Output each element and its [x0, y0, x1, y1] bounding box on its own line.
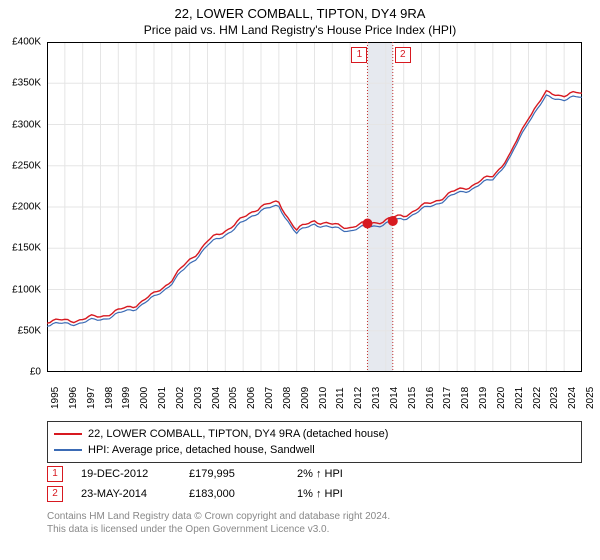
x-tick-label: 2021 — [514, 387, 525, 409]
sale-price: £179,995 — [189, 468, 279, 480]
y-tick-label: £350K — [12, 78, 41, 89]
x-tick-label: 1997 — [86, 387, 97, 409]
x-tick-label: 2018 — [460, 387, 471, 409]
sale-hpi-delta: 1% ↑ HPI — [297, 488, 387, 500]
x-tick-label: 2000 — [139, 387, 150, 409]
x-tick-label: 2001 — [157, 387, 168, 409]
y-tick-label: £400K — [12, 37, 41, 48]
y-axis-ticks: £0£50K£100K£150K£200K£250K£300K£350K£400… — [0, 42, 45, 372]
x-tick-label: 2014 — [389, 387, 400, 409]
x-tick-label: 2009 — [300, 387, 311, 409]
sale-hpi-delta: 2% ↑ HPI — [297, 468, 387, 480]
legend-row-property: 22, LOWER COMBALL, TIPTON, DY4 9RA (deta… — [54, 426, 575, 442]
x-tick-label: 2010 — [318, 387, 329, 409]
plot-svg — [47, 42, 582, 372]
x-tick-label: 1999 — [121, 387, 132, 409]
x-tick-label: 2020 — [496, 387, 507, 409]
x-tick-label: 2006 — [246, 387, 257, 409]
x-tick-label: 1998 — [104, 387, 115, 409]
y-tick-label: £0 — [30, 367, 41, 378]
sale-date: 23-MAY-2014 — [81, 488, 171, 500]
y-tick-label: £200K — [12, 202, 41, 213]
x-tick-label: 2022 — [532, 387, 543, 409]
footer-line2: This data is licensed under the Open Gov… — [47, 523, 582, 536]
titles: 22, LOWER COMBALL, TIPTON, DY4 9RA Price… — [0, 0, 600, 37]
x-tick-label: 2004 — [211, 387, 222, 409]
x-tick-label: 2008 — [282, 387, 293, 409]
x-tick-label: 1995 — [50, 387, 61, 409]
legend-box: 22, LOWER COMBALL, TIPTON, DY4 9RA (deta… — [47, 421, 582, 463]
footer-line1: Contains HM Land Registry data © Crown c… — [47, 510, 582, 523]
y-tick-label: £250K — [12, 160, 41, 171]
x-tick-label: 2012 — [353, 387, 364, 409]
sale-marker-1: 1 — [351, 47, 367, 63]
x-tick-label: 2002 — [175, 387, 186, 409]
x-tick-label: 2013 — [371, 387, 382, 409]
sale-row: 1 19-DEC-2012 £179,995 2% ↑ HPI — [47, 466, 582, 482]
x-tick-label: 1996 — [68, 387, 79, 409]
sale-row-marker: 2 — [47, 486, 63, 502]
footer-text: Contains HM Land Registry data © Crown c… — [47, 510, 582, 536]
sale-marker-2: 2 — [395, 47, 411, 63]
legend-swatch-hpi — [54, 449, 82, 451]
x-tick-label: 2005 — [228, 387, 239, 409]
legend-label-property: 22, LOWER COMBALL, TIPTON, DY4 9RA (deta… — [88, 426, 388, 442]
y-tick-label: £100K — [12, 284, 41, 295]
x-tick-label: 2024 — [567, 387, 578, 409]
x-tick-label: 2007 — [264, 387, 275, 409]
sale-date: 19-DEC-2012 — [81, 468, 171, 480]
x-axis-ticks: 1995 1996 1997 1998 1999 2000 2001 2002 2003 2004… — [47, 374, 582, 418]
sales-table: 1 19-DEC-2012 £179,995 2% ↑ HPI 2 23-MAY-2014… — [47, 462, 582, 506]
title-line2: Price paid vs. HM Land Registry's House … — [0, 23, 600, 37]
x-tick-label: 2023 — [549, 387, 560, 409]
sale-row-marker: 1 — [47, 466, 63, 482]
x-tick-label: 2025 — [585, 387, 596, 409]
x-tick-label: 2016 — [425, 387, 436, 409]
y-tick-label: £50K — [18, 325, 41, 336]
x-tick-label: 2011 — [335, 387, 346, 409]
x-tick-label: 2017 — [442, 387, 453, 409]
x-tick-label: 2003 — [193, 387, 204, 409]
plot-area — [47, 42, 582, 372]
legend-label-hpi: HPI: Average price, detached house, Sand… — [88, 442, 315, 458]
title-line1: 22, LOWER COMBALL, TIPTON, DY4 9RA — [0, 6, 600, 21]
sale-row: 2 23-MAY-2014 £183,000 1% ↑ HPI — [47, 486, 582, 502]
y-tick-label: £150K — [12, 243, 41, 254]
y-tick-label: £300K — [12, 119, 41, 130]
legend-row-hpi: HPI: Average price, detached house, Sand… — [54, 442, 575, 458]
x-tick-label: 2019 — [478, 387, 489, 409]
x-tick-label: 2015 — [407, 387, 418, 409]
chart-container: 22, LOWER COMBALL, TIPTON, DY4 9RA Price… — [0, 0, 600, 560]
legend-swatch-property — [54, 433, 82, 435]
sale-price: £183,000 — [189, 488, 279, 500]
